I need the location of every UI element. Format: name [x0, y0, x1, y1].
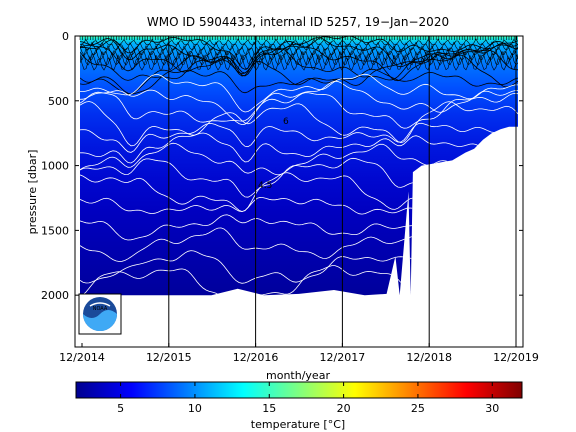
isotherm-13 — [80, 142, 518, 176]
contour-label-6: 6 — [283, 117, 289, 127]
x-tick-label: 12/2014 — [59, 351, 105, 364]
colorbar-gradient — [75, 381, 523, 399]
isotherm-9 — [80, 91, 518, 129]
y-tick-label: 2000 — [41, 289, 69, 302]
surface-contour-5 — [80, 50, 518, 66]
x-axis: 12/2014 12/2015 12/2016 12/2017 12/2018 12/20… — [59, 36, 539, 364]
isotherm-4 — [80, 48, 518, 81]
colorbar-tick-label: 5 — [117, 402, 124, 415]
y-tick-label: 1000 — [41, 160, 69, 173]
isotherm-11 — [80, 122, 518, 153]
x-tick-label: 12/2019 — [493, 351, 539, 364]
y-axis-label: pressure [dbar] — [26, 150, 39, 235]
isotherm-8 — [80, 80, 518, 126]
y-axis: 0 500 1000 1500 2000 — [41, 30, 523, 302]
isotherm-20 — [80, 265, 518, 296]
plot-area: 12/2014 12/2015 12/2016 12/2017 12/2018 12/20… — [41, 30, 539, 364]
isotherm-7 — [80, 73, 518, 113]
contour-label-4.5: 4.5 — [258, 181, 272, 191]
y-tick-label: 500 — [48, 95, 69, 108]
colorbar-tick-label: 10 — [188, 402, 202, 415]
isotherm-contours — [80, 36, 518, 296]
colorbar-label: temperature [°C] — [251, 418, 345, 431]
isotherm-12 — [80, 132, 518, 164]
x-tick-label: 12/2017 — [320, 351, 366, 364]
colorbar-ticks: 5 10 15 20 25 30 — [117, 382, 499, 415]
x-tick-label: 12/2015 — [146, 351, 192, 364]
isotherm-10 — [80, 101, 518, 147]
plot-frame — [74, 35, 524, 348]
surface-contour-6 — [80, 54, 518, 71]
isotherm-1 — [80, 36, 518, 70]
surface-contour-3 — [80, 44, 518, 56]
colorbar-tick-label: 20 — [337, 402, 351, 415]
x-tick-label: 12/2016 — [233, 351, 279, 364]
chart-title: WMO ID 5904433, internal ID 5257, 19−Jan… — [147, 15, 449, 29]
colorbar-tick-label: 25 — [411, 402, 425, 415]
y-tick-label: 0 — [62, 30, 69, 43]
surface-contour-4 — [80, 46, 518, 61]
year-gridlines — [168, 36, 517, 347]
y-tick-label: 1500 — [41, 224, 69, 237]
colorbar: 5 10 15 20 25 30 temperature [°C] — [75, 381, 523, 431]
noaa-logo: NOAA — [78, 293, 122, 335]
surface-contour-1 — [80, 38, 518, 46]
svg-text:NOAA: NOAA — [93, 306, 108, 312]
colorbar-tick-label: 30 — [485, 402, 499, 415]
colorbar-tick-label: 15 — [262, 402, 276, 415]
x-tick-label: 12/2018 — [406, 351, 452, 364]
isotherm-5 — [80, 54, 518, 95]
x-axis-label: month/year — [266, 369, 330, 382]
